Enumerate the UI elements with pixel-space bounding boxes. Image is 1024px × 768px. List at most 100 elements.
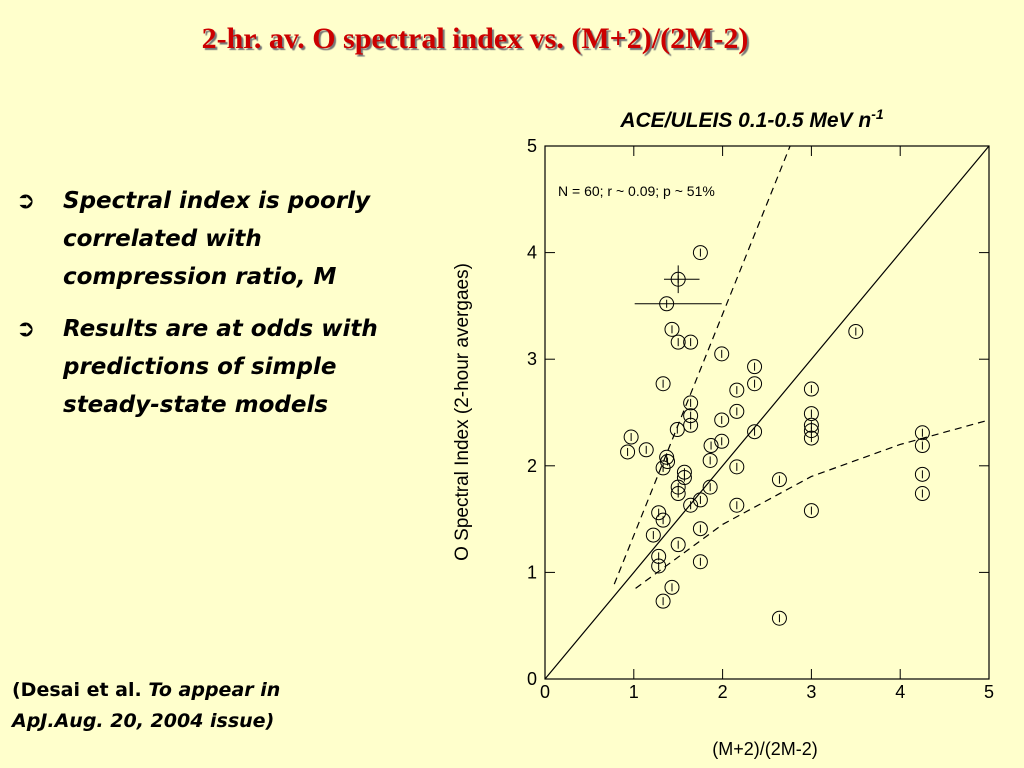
data-point (803, 503, 819, 519)
point-circle (729, 459, 745, 475)
point-circle (620, 444, 636, 460)
data-point (655, 376, 671, 392)
data-point (655, 593, 671, 609)
data-point (670, 537, 686, 553)
point-circle (914, 425, 930, 441)
data-point (714, 346, 730, 362)
model-line (613, 145, 791, 585)
data-point (914, 466, 930, 482)
slide-title: 2-hr. av. O spectral index vs. (M+2)/(2M… (201, 22, 749, 55)
point-circle (664, 321, 680, 337)
chart-title-text: ACE/ULEIS 0.1-0.5 MeV n (619, 109, 871, 132)
y-tick-label: 4 (527, 243, 537, 263)
point-circle (747, 424, 763, 440)
y-axis-label: O Spectral Index (2-hour avergaes) (452, 263, 473, 561)
point-circle (803, 381, 819, 397)
data-point (651, 558, 667, 574)
point-circle (714, 412, 730, 428)
point-circle (692, 521, 708, 537)
data-point (729, 382, 745, 398)
data-point (848, 323, 864, 339)
point-circle (914, 438, 930, 454)
x-tick-label: 2 (718, 682, 728, 702)
point-circle (651, 505, 667, 521)
data-point (803, 430, 819, 446)
data-point (692, 521, 708, 537)
data-point (683, 417, 699, 433)
data-point (620, 444, 636, 460)
plot-frame (544, 145, 990, 680)
data-point (692, 245, 708, 261)
data-point (670, 334, 686, 350)
data-point (664, 321, 680, 337)
data-point (747, 424, 763, 440)
data-point (655, 460, 671, 476)
y-tick-label: 2 (527, 456, 537, 476)
point-circle (670, 334, 686, 350)
point-circle (623, 429, 639, 445)
data-point (664, 579, 680, 595)
y-tick-label: 1 (527, 562, 537, 582)
data-point (714, 433, 730, 449)
data-point (771, 472, 787, 488)
x-tick-label: 0 (540, 682, 550, 702)
point-circle (702, 479, 718, 495)
data-point (683, 497, 699, 513)
bullet: Spectral index is poorly correlated with… (8, 182, 408, 296)
data-point (703, 438, 719, 454)
point-circle (659, 296, 675, 312)
bullet: Results are at odds with predictions of … (8, 310, 408, 424)
point-circle (655, 460, 671, 476)
data-point (747, 359, 763, 375)
data-point (683, 395, 699, 411)
data-point (692, 554, 708, 570)
point-circle (669, 422, 685, 438)
data-point (683, 334, 699, 350)
point-circle (655, 512, 671, 528)
chart-title: ACE/ULEIS 0.1-0.5 MeV n-1 (619, 106, 884, 132)
point-circle (670, 486, 686, 502)
y-tick-label: 3 (527, 349, 537, 369)
point-circle (914, 486, 930, 502)
y-tick-label: 0 (527, 669, 537, 689)
point-circle (803, 406, 819, 422)
point-circle (803, 503, 819, 519)
citation: (Desai et al. To appear in ApJ.Aug. 20, … (12, 675, 352, 737)
data-point (659, 296, 675, 312)
point-circle (702, 452, 718, 468)
point-circle (683, 417, 699, 433)
data-point (747, 376, 763, 392)
data-point (638, 442, 654, 458)
point-circle (714, 346, 730, 362)
data-point (702, 479, 718, 495)
y-tick-label: 5 (527, 136, 537, 156)
point-circle (692, 245, 708, 261)
point-circle (638, 442, 654, 458)
x-tick-label: 5 (984, 682, 994, 702)
data-point (669, 422, 685, 438)
point-circle (651, 558, 667, 574)
x-tick-label: 4 (895, 682, 905, 702)
model-line (635, 419, 990, 589)
point-circle (683, 497, 699, 513)
point-circle (703, 438, 719, 454)
data-point (729, 459, 745, 475)
data-point (623, 429, 639, 445)
data-point (803, 406, 819, 422)
data-point (670, 486, 686, 502)
point-circle (692, 492, 708, 508)
point-circle (914, 466, 930, 482)
point-circle (803, 430, 819, 446)
point-circle (670, 271, 686, 287)
point-circle (771, 472, 787, 488)
point-circle (729, 403, 745, 419)
point-circle (655, 376, 671, 392)
data-point (729, 403, 745, 419)
point-circle (664, 579, 680, 595)
citation-text: (Desai et al. (12, 679, 149, 701)
data-point (670, 271, 686, 287)
point-circle (729, 382, 745, 398)
point-circle (655, 593, 671, 609)
point-circle (683, 334, 699, 350)
x-axis-label: (M+2)/(2M-2) (712, 739, 818, 759)
